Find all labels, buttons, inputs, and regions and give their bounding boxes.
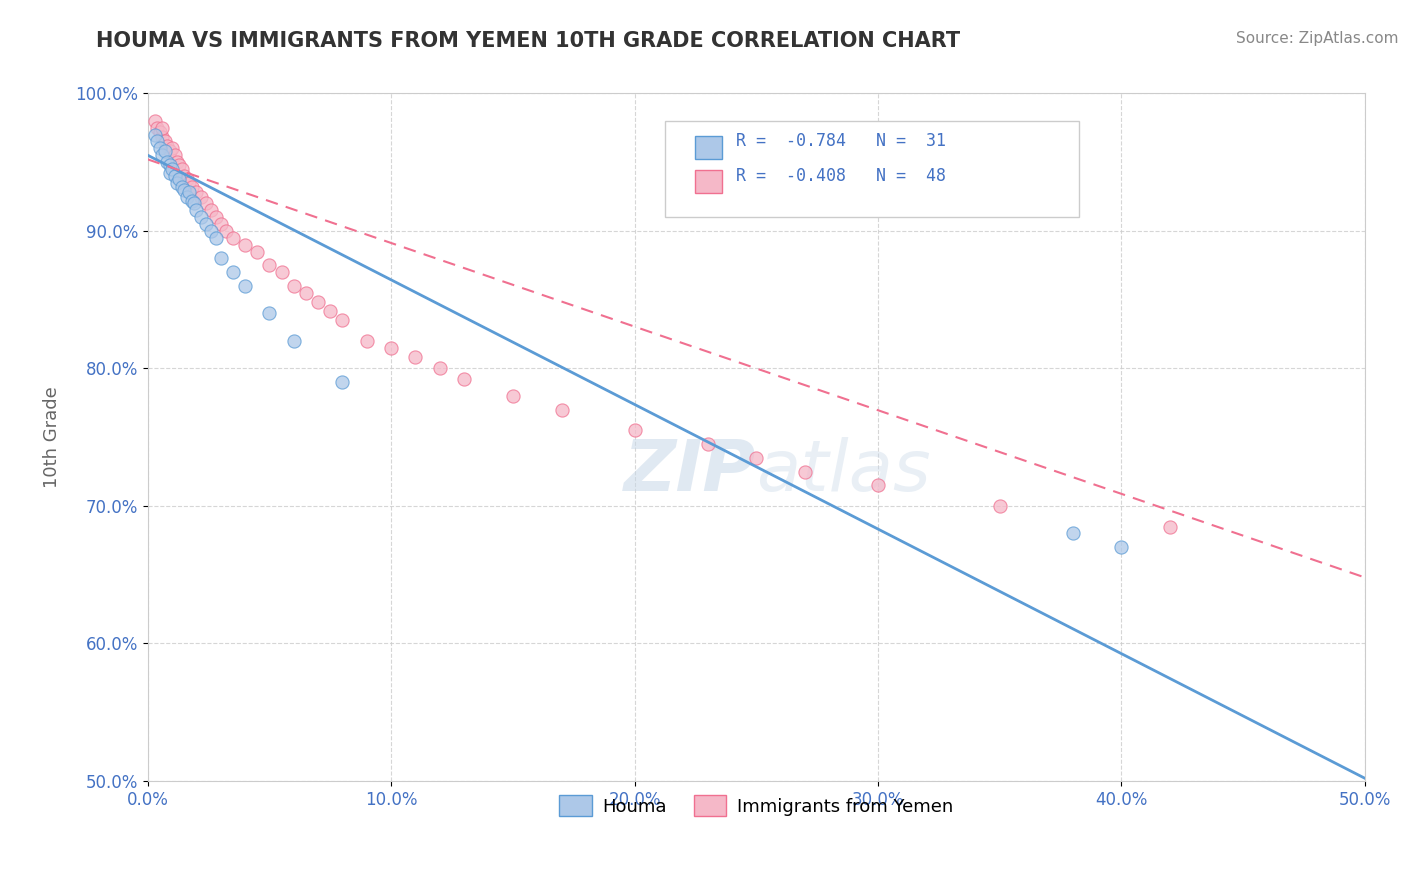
Point bbox=[405, 351, 427, 365]
Point bbox=[453, 372, 475, 386]
Point bbox=[1062, 526, 1084, 541]
Point bbox=[307, 295, 329, 310]
Point bbox=[233, 279, 256, 293]
Point bbox=[150, 148, 173, 162]
Point bbox=[259, 306, 281, 320]
Point bbox=[166, 176, 188, 190]
Text: R =  -0.784   N =  31: R = -0.784 N = 31 bbox=[735, 133, 946, 151]
Text: R =  -0.408   N =  48: R = -0.408 N = 48 bbox=[735, 167, 946, 185]
Text: HOUMA VS IMMIGRANTS FROM YEMEN 10TH GRADE CORRELATION CHART: HOUMA VS IMMIGRANTS FROM YEMEN 10TH GRAD… bbox=[96, 31, 960, 51]
Point bbox=[794, 465, 817, 479]
Point bbox=[200, 203, 222, 218]
Point bbox=[429, 361, 451, 376]
Point bbox=[169, 158, 191, 172]
Point bbox=[332, 313, 354, 327]
Point bbox=[696, 437, 718, 451]
Point bbox=[190, 189, 212, 203]
Point bbox=[209, 217, 232, 231]
Point bbox=[179, 176, 201, 190]
Point bbox=[150, 120, 173, 135]
Bar bbox=[696, 136, 723, 159]
Point bbox=[283, 334, 305, 348]
Point bbox=[866, 478, 889, 492]
Point bbox=[180, 194, 202, 208]
Point bbox=[214, 224, 236, 238]
Point bbox=[156, 138, 179, 153]
Point bbox=[163, 169, 186, 183]
Point bbox=[200, 224, 222, 238]
Point bbox=[173, 183, 195, 197]
Point bbox=[332, 375, 354, 389]
Point bbox=[222, 231, 245, 245]
Point bbox=[186, 203, 208, 218]
Text: atlas: atlas bbox=[756, 437, 931, 506]
Point bbox=[233, 237, 256, 252]
Point bbox=[270, 265, 292, 279]
Point bbox=[159, 158, 181, 172]
Point bbox=[623, 423, 645, 437]
Point bbox=[170, 180, 193, 194]
FancyBboxPatch shape bbox=[665, 120, 1078, 217]
Point bbox=[146, 120, 169, 135]
Point bbox=[186, 186, 208, 200]
Point bbox=[176, 171, 198, 186]
Point bbox=[166, 155, 188, 169]
Point bbox=[163, 148, 186, 162]
Point bbox=[550, 402, 572, 417]
Point bbox=[146, 135, 169, 149]
Point bbox=[159, 166, 181, 180]
Point bbox=[179, 186, 201, 200]
Point bbox=[295, 285, 318, 300]
Point bbox=[160, 141, 183, 155]
Point bbox=[246, 244, 269, 259]
Legend: Houma, Immigrants from Yemen: Houma, Immigrants from Yemen bbox=[551, 789, 960, 823]
Point bbox=[209, 252, 232, 266]
Point bbox=[153, 135, 176, 149]
Point bbox=[153, 144, 176, 158]
Point bbox=[173, 169, 195, 183]
Point bbox=[190, 210, 212, 224]
Point bbox=[205, 210, 228, 224]
Point bbox=[283, 279, 305, 293]
Text: Source: ZipAtlas.com: Source: ZipAtlas.com bbox=[1236, 31, 1399, 46]
Point bbox=[149, 141, 172, 155]
Bar bbox=[696, 170, 723, 193]
Y-axis label: 10th Grade: 10th Grade bbox=[44, 386, 60, 488]
Point bbox=[180, 180, 202, 194]
Point bbox=[319, 303, 342, 318]
Point bbox=[988, 499, 1011, 513]
Point bbox=[1111, 540, 1133, 554]
Point bbox=[259, 258, 281, 272]
Point bbox=[170, 161, 193, 176]
Point bbox=[380, 341, 402, 355]
Point bbox=[1159, 519, 1181, 533]
Point bbox=[205, 231, 228, 245]
Point bbox=[143, 113, 166, 128]
Point bbox=[160, 161, 183, 176]
Point bbox=[150, 130, 173, 145]
Point bbox=[159, 144, 181, 158]
Point bbox=[195, 217, 218, 231]
Point bbox=[356, 334, 378, 348]
Point bbox=[156, 155, 179, 169]
Point bbox=[195, 196, 218, 211]
Text: ZIP: ZIP bbox=[624, 437, 756, 506]
Point bbox=[176, 189, 198, 203]
Point bbox=[149, 125, 172, 139]
Point bbox=[183, 196, 205, 211]
Point bbox=[502, 389, 524, 403]
Point bbox=[169, 171, 191, 186]
Point bbox=[745, 450, 768, 465]
Point bbox=[143, 128, 166, 142]
Point bbox=[222, 265, 245, 279]
